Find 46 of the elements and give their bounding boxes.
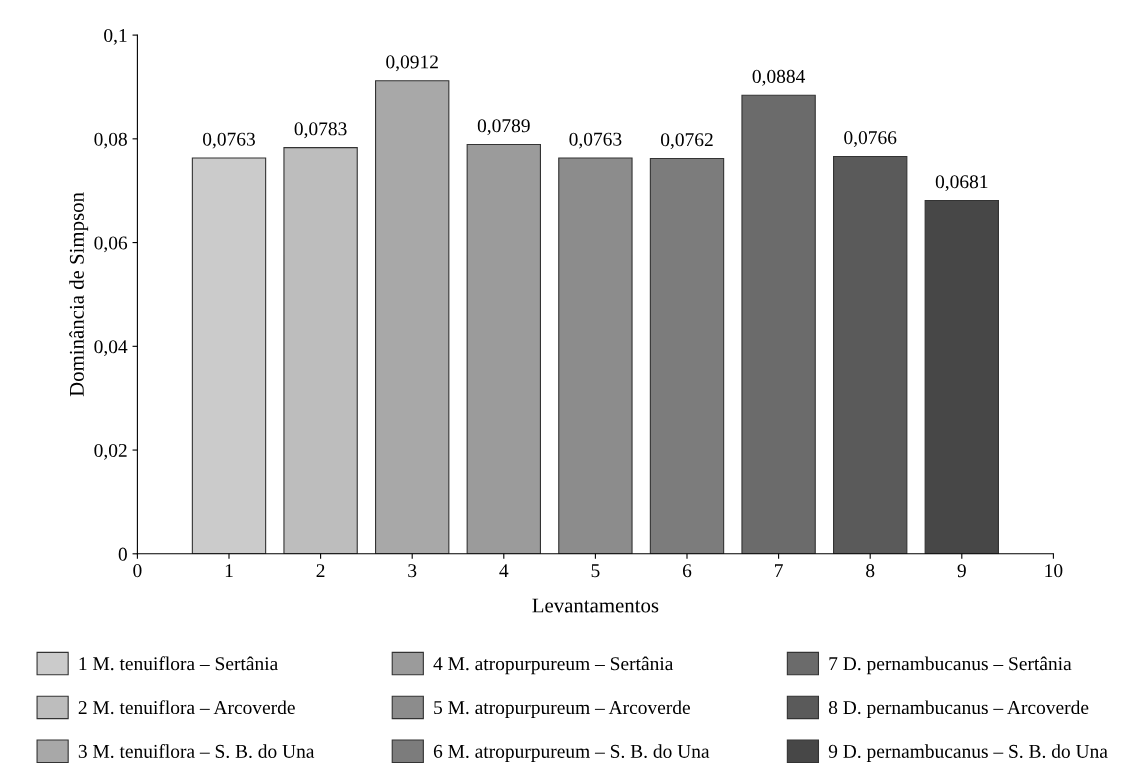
x-tick-label: 0 (133, 564, 142, 578)
x-tick-label: 6 (682, 564, 692, 578)
x-tick-label: 7 (775, 564, 783, 578)
y-tick-label: 0,1 (104, 28, 127, 45)
x-tick-label: 9 (957, 564, 966, 578)
y-tick-label: 0,02 (94, 443, 127, 460)
x-axis-title: Levantamentos (532, 598, 659, 613)
bar (191, 157, 267, 554)
x-tick-label: 4 (499, 564, 509, 578)
legend-label: 6 M. atropurpureum – S. B. do Una (433, 744, 710, 762)
bar (466, 143, 541, 554)
data-label: 0,0912 (386, 55, 438, 72)
data-label: 0,0766 (844, 131, 897, 147)
legend-label: 5 M. atropurpureum – Arcoverde (434, 700, 690, 719)
bar (283, 147, 358, 554)
data-label: 0,0789 (477, 119, 530, 136)
data-label: 0,0763 (569, 132, 622, 149)
data-label: 0,0783 (294, 122, 347, 139)
bar (558, 157, 633, 554)
legend-label: 9 D. pernambucanus – S. B. do Una (828, 744, 1108, 762)
y-tick-label: 0,06 (94, 236, 128, 253)
y-tick-label: 0,04 (94, 340, 128, 357)
y-axis-title: Dominância de Simpson (69, 192, 89, 397)
x-tick-label: 5 (591, 564, 600, 578)
bar (375, 80, 450, 554)
y-tick-label: 0 (118, 547, 127, 561)
legend-label: 1 M. tenuiflora – Sertânia (79, 656, 278, 671)
x-tick-label: 3 (408, 564, 417, 578)
legend-label: 7 D. pernambucanus – Sertânia (829, 656, 1072, 675)
data-label: 0,0681 (935, 175, 988, 192)
data-label: 0,0762 (661, 133, 713, 150)
legend-label: 2 M. tenuiflora – Arcoverde (78, 700, 295, 715)
data-label: 0,0763 (203, 132, 255, 149)
y-tick-label: 0,08 (94, 132, 127, 149)
x-tick-label: 8 (866, 564, 875, 578)
legend-label: 4 M. atropurpureum – Sertânia (433, 656, 674, 675)
bar (924, 200, 999, 554)
bar (833, 155, 908, 554)
x-tick-label: 1 (225, 564, 233, 578)
x-tick-label: 2 (316, 564, 325, 578)
bar (649, 157, 725, 554)
x-tick-label: 10 (1045, 564, 1063, 578)
bar (741, 94, 816, 554)
data-label: 0,0884 (752, 69, 806, 86)
legend-label: 8 D. pernambucanus – Arcoverde (828, 700, 1089, 719)
legend-label: 3 M. tenuiflora – S. B. do Una (78, 744, 315, 759)
